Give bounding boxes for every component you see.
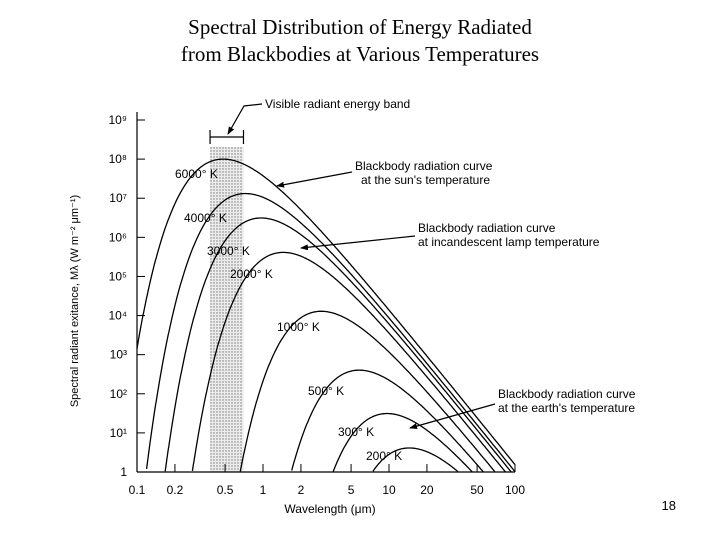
- y-tick-label: 10⁵: [109, 269, 127, 283]
- annotation-line: Blackbody radiation curve: [498, 387, 636, 401]
- visible-band-leader: [227, 103, 263, 135]
- curve-label-200k: 200° K: [366, 449, 402, 463]
- title-line-2: from Blackbodies at Various Temperatures: [180, 42, 540, 66]
- title-line-1: Spectral Distribution of Energy Radiated: [188, 15, 532, 39]
- y-tick-label: 10¹: [110, 426, 127, 440]
- x-tick-label: 1: [260, 483, 267, 497]
- annotation-arrow-3000k: [300, 235, 416, 251]
- slide-title: Spectral Distribution of Energy Radiated…: [0, 14, 720, 68]
- curve-label-1000k: 1000° K: [277, 320, 320, 334]
- curve-2000k: [191, 251, 506, 473]
- curve-200k: [372, 447, 459, 473]
- y-tick-label: 10⁸: [109, 152, 127, 166]
- x-tick-label: 0.1: [129, 483, 146, 497]
- x-tick-label: 0.5: [217, 483, 234, 497]
- visible-band-label: Visible radiant energy band: [265, 97, 410, 111]
- annotation-line: at incandescent lamp temperature: [418, 235, 600, 249]
- curve-label-300k: 300° K: [338, 425, 374, 439]
- x-tick-label: 20: [420, 483, 434, 497]
- annotation-line: Blackbody radiation curve: [355, 159, 493, 173]
- curve-300k: [332, 412, 473, 473]
- x-tick-label: 100: [505, 483, 525, 497]
- annotation-line: at the earth's temperature: [498, 401, 635, 415]
- annotation-300k: Blackbody radiation curve at the earth's …: [498, 387, 636, 415]
- annotation-6000k: Blackbody radiation curve at the sun's te…: [355, 159, 493, 187]
- y-tick-label: 10⁶: [109, 230, 127, 244]
- y-axis-label: Spectral radiant exitance, Mλ (W m⁻² μm⁻…: [69, 195, 81, 407]
- x-tick-label: 10: [382, 483, 396, 497]
- y-tick-label: 10³: [110, 348, 127, 362]
- x-tick-label: 0.2: [167, 483, 184, 497]
- curve-label-6000k: 6000° K: [175, 167, 218, 181]
- annotation-line: Blackbody radiation curve: [418, 221, 556, 235]
- curve-label-500k: 500° K: [308, 384, 344, 398]
- y-tick-label: 10⁴: [108, 309, 127, 323]
- y-tick-label: 1: [120, 465, 127, 479]
- y-tick-label: 10⁹: [109, 113, 128, 127]
- y-tick-label: 10⁷: [109, 191, 127, 205]
- curve-label-4000k: 4000° K: [184, 211, 227, 225]
- curve-label-2000k: 2000° K: [230, 267, 273, 281]
- x-axis-label: Wavelength (μm): [284, 502, 375, 516]
- annotation-arrow-6000k: [276, 171, 353, 188]
- annotation-3000k: Blackbody radiation curve at incandescent…: [418, 221, 600, 249]
- curve-6000k: [136, 158, 516, 466]
- visible-band-shading: [210, 147, 244, 472]
- x-tick-label: 5: [348, 483, 355, 497]
- x-tick-label: 50: [470, 483, 484, 497]
- curve-label-3000k: 3000° K: [207, 244, 250, 258]
- annotation-line: at the sun's temperature: [361, 173, 490, 187]
- x-tick-label: 2: [298, 483, 305, 497]
- curve-500k: [291, 369, 484, 473]
- curve-3000k: [164, 217, 512, 473]
- curve-4000k: [145, 192, 516, 473]
- curve-1000k: [239, 310, 496, 473]
- y-tick-label: 10²: [110, 387, 127, 401]
- page-number: 18: [661, 498, 676, 513]
- annotation-arrow-300k: [409, 403, 496, 429]
